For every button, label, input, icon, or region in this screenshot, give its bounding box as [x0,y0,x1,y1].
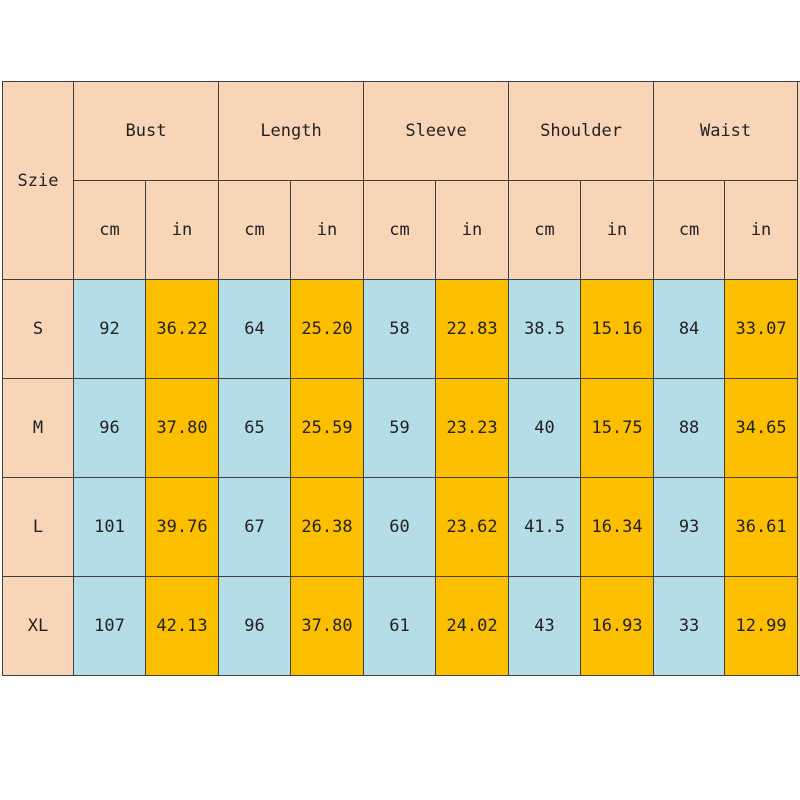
length-cm-cell: 67 [218,477,292,577]
table-row-m: M 96 37.80 65 25.59 59 23.23 40 15.75 88… [2,378,800,478]
group-header-length: Length [218,81,365,181]
shoulder-cm-cell: 41.5 [508,477,582,577]
length-cm-cell: 64 [218,279,292,379]
shoulder-in-cell: 15.75 [580,378,655,478]
shoulder-in-cell: 15.16 [580,279,655,379]
unit-header-cm: cm [363,180,437,280]
bust-cm-cell: 107 [73,576,146,676]
length-in-cell: 25.59 [290,378,365,478]
group-header-sleeve: Sleeve [363,81,510,181]
waist-cm-cell: 33 [653,576,726,676]
bust-cm-cell: 92 [73,279,146,379]
unit-header-cm: cm [653,180,726,280]
table-row-l: L 101 39.76 67 26.38 60 23.62 41.5 16.34… [2,477,800,577]
sleeve-in-cell: 22.83 [435,279,510,379]
waist-cm-cell: 93 [653,477,726,577]
waist-in-cell: 36.61 [724,477,799,577]
unit-header-cm: cm [508,180,582,280]
length-cm-cell: 96 [218,576,292,676]
waist-in-cell: 33.07 [724,279,799,379]
unit-header-in: in [580,180,655,280]
group-header-shoulder: Shoulder [508,81,655,181]
sleeve-in-cell: 23.23 [435,378,510,478]
sleeve-cm-cell: 58 [363,279,437,379]
sleeve-cm-cell: 60 [363,477,437,577]
size-label: S [2,279,74,379]
table-edge-cell [797,81,800,676]
length-cm-cell: 65 [218,378,292,478]
length-in-cell: 25.20 [290,279,365,379]
bust-cm-cell: 96 [73,378,146,478]
waist-in-cell: 34.65 [724,378,799,478]
sleeve-in-cell: 23.62 [435,477,510,577]
size-label: XL [2,576,74,676]
unit-header-in: in [435,180,510,280]
sleeve-cm-cell: 59 [363,378,437,478]
size-label: L [2,477,74,577]
unit-header-cm: cm [73,180,146,280]
shoulder-in-cell: 16.93 [580,576,655,676]
sleeve-in-cell: 24.02 [435,576,510,676]
shoulder-cm-cell: 43 [508,576,582,676]
bust-cm-cell: 101 [73,477,146,577]
shoulder-cm-cell: 38.5 [508,279,582,379]
size-chart-table: Szie Bust Length Sleeve Shoulder Waist c… [2,81,800,676]
size-label: M [2,378,74,478]
bust-in-cell: 37.80 [144,378,220,478]
unit-header-cm: cm [218,180,292,280]
length-in-cell: 37.80 [290,576,365,676]
bust-in-cell: 39.76 [144,477,220,577]
sleeve-cm-cell: 61 [363,576,437,676]
table-row-s: S 92 36.22 64 25.20 58 22.83 38.5 15.16 … [2,279,800,379]
group-header-bust: Bust [72,81,220,181]
shoulder-in-cell: 16.34 [580,477,655,577]
unit-header-in: in [724,180,799,280]
size-column-header: Szie [2,81,74,280]
unit-header-in: in [144,180,220,280]
bust-in-cell: 36.22 [144,279,220,379]
waist-in-cell: 12.99 [724,576,799,676]
waist-cm-cell: 88 [653,378,726,478]
group-header-row: Szie Bust Length Sleeve Shoulder Waist [2,81,800,676]
group-header-waist: Waist [653,81,799,181]
length-in-cell: 26.38 [290,477,365,577]
shoulder-cm-cell: 40 [508,378,582,478]
waist-cm-cell: 84 [653,279,726,379]
table-row-xl: XL 107 42.13 96 37.80 61 24.02 43 16.93 … [2,576,800,676]
unit-header-in: in [290,180,365,280]
bust-in-cell: 42.13 [144,576,220,676]
unit-header-row: cm in cm in cm in cm in cm in [3,180,800,280]
